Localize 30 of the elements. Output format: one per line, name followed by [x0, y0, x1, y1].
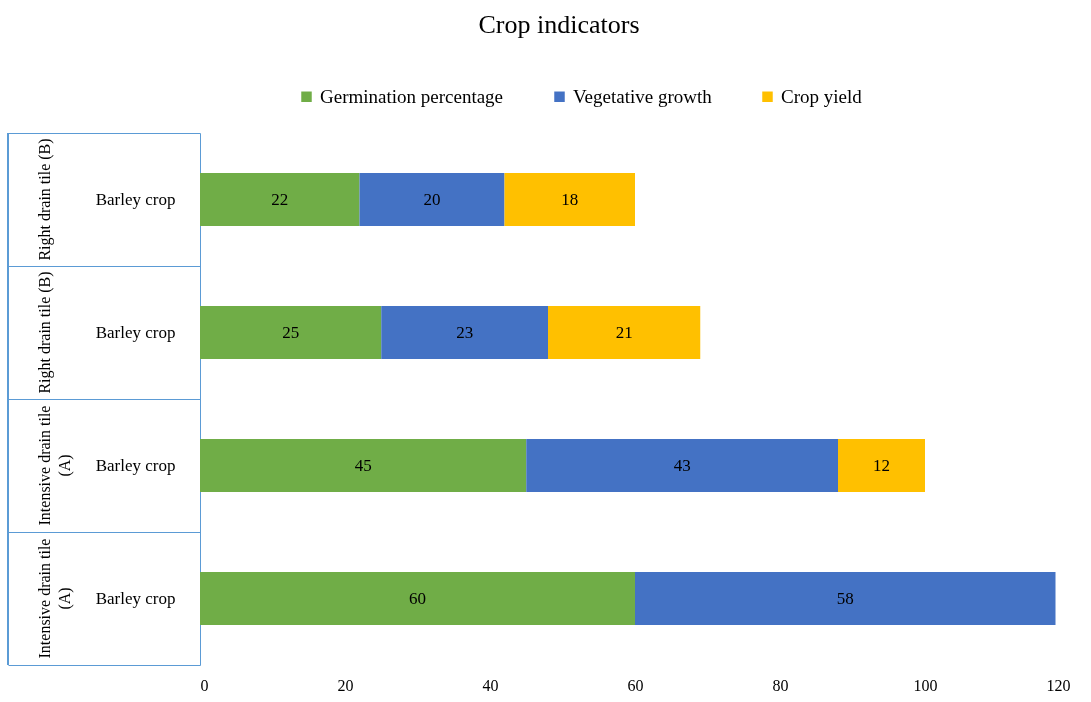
x-tick-label: 120	[1046, 676, 1071, 694]
legend-label: Crop yield	[781, 85, 863, 107]
legend-label: Vegetative growth	[573, 85, 713, 107]
data-label: 25	[282, 322, 300, 342]
x-tick-label: 0	[200, 676, 209, 694]
chart-title: Crop indicators	[478, 10, 640, 39]
text: Right drain tile (B)	[36, 271, 54, 394]
x-tick-label: 60	[627, 676, 644, 694]
data-label: 20	[423, 189, 441, 209]
y-tick-label: Barley crop	[95, 190, 176, 209]
data-label: 23	[456, 322, 474, 342]
x-tick-label: 80	[772, 676, 789, 694]
y-tick-label: Barley crop	[95, 589, 176, 608]
text: Intensive drain tile (A)	[36, 538, 74, 659]
data-label: 43	[673, 455, 691, 475]
data-label: 45	[354, 455, 372, 475]
data-label: 58	[836, 588, 854, 608]
x-tick-label: 40	[482, 676, 499, 694]
data-label: 12	[873, 455, 890, 475]
data-label: 22	[271, 189, 289, 209]
x-tick-label: 100	[913, 676, 938, 694]
text: Intensive drain tile (A)	[36, 405, 74, 526]
data-label: 18	[561, 189, 579, 209]
x-tick-label: 20	[337, 676, 354, 694]
data-label: 60	[409, 588, 426, 608]
legend-label: Germination percentage	[320, 85, 504, 107]
text: Right drain tile (B)	[36, 138, 54, 261]
data-label: 21	[615, 322, 633, 342]
y-tick-label: Barley crop	[95, 456, 176, 475]
y-tick-label: Barley crop	[95, 323, 176, 342]
